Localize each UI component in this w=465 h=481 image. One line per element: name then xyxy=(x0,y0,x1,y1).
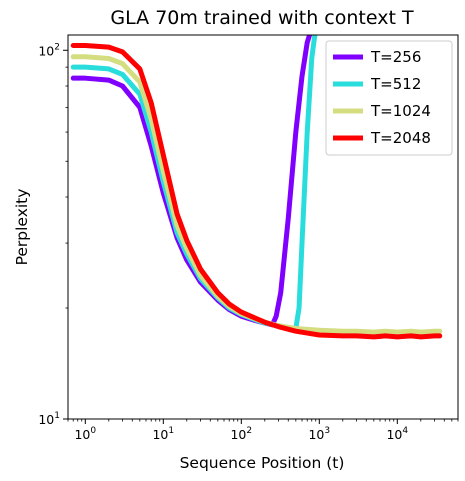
legend-label: T=1024 xyxy=(370,102,431,120)
x-tick-label: 103 xyxy=(308,426,330,442)
legend-label: T=256 xyxy=(370,48,421,66)
y-axis-ticks: 101 102 xyxy=(38,42,68,427)
y-axis-label: Perplexity xyxy=(13,189,31,266)
legend-label: T=2048 xyxy=(370,129,431,147)
y-tick-label: 101 xyxy=(38,411,60,427)
y-tick-label: 102 xyxy=(38,42,60,58)
x-tick-label: 102 xyxy=(230,426,252,442)
x-axis-label: Sequence Position (t) xyxy=(180,454,345,472)
x-tick-label: 104 xyxy=(386,426,408,442)
x-tick-label: 100 xyxy=(74,426,96,442)
series-line-3 xyxy=(70,43,443,340)
plot-frame xyxy=(67,34,459,420)
series-line-0 xyxy=(70,35,313,328)
legend-box xyxy=(325,40,453,156)
chart-title: GLA 70m trained with context T xyxy=(110,7,414,29)
plot-lines xyxy=(70,35,443,340)
legend-label: T=512 xyxy=(370,75,421,93)
x-tick-label: 101 xyxy=(152,426,174,442)
x-axis-ticks: 100 101 102 103 104 xyxy=(67,419,459,442)
legend: T=256 T=512 T=1024 T=2048 xyxy=(325,40,453,156)
